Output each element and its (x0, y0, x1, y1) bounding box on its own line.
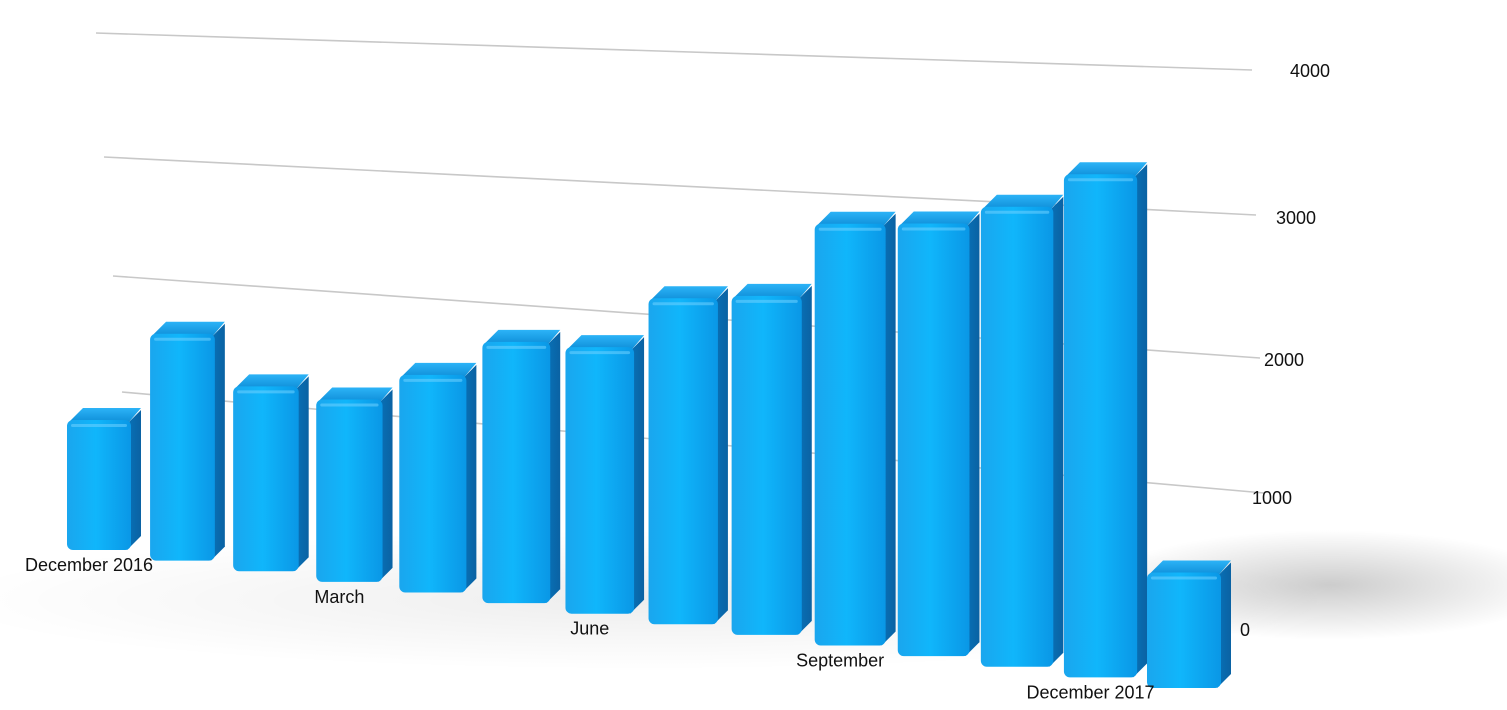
bar-highlight (735, 299, 798, 303)
bar-front (1063, 174, 1138, 678)
bar-highlight (818, 227, 882, 231)
bar-12 (1063, 162, 1148, 678)
bar-7 (648, 286, 728, 625)
y-tick-label-0: 0 (1240, 620, 1250, 640)
bar-highlight (901, 227, 966, 231)
y-tick-label-1000: 1000 (1252, 488, 1292, 508)
bar-highlight (320, 403, 379, 407)
bar-6 (565, 335, 645, 614)
x-category-label: December 2016 (25, 555, 153, 575)
bar-highlight (984, 210, 1050, 214)
bar-highlight (569, 351, 631, 355)
x-category-label: June (570, 619, 609, 639)
bar-top (567, 335, 645, 350)
bar-top (899, 211, 980, 226)
bar-top (318, 387, 393, 402)
bar-top (816, 211, 896, 226)
bar-8 (731, 283, 812, 635)
bar-front (316, 399, 383, 582)
bar-highlight (71, 424, 127, 427)
bar-top (401, 362, 477, 377)
x-category-label: September (796, 651, 884, 671)
bar-highlight (1151, 576, 1217, 580)
bar-top (69, 408, 141, 422)
bar-top (733, 283, 812, 298)
bar-highlight (403, 378, 463, 382)
bar-front (1147, 572, 1221, 688)
y-tick-label-3000: 3000 (1276, 208, 1316, 228)
bar-highlight (652, 302, 714, 306)
bar-front (814, 223, 886, 646)
bar-front (565, 347, 635, 614)
bar-3 (316, 387, 393, 582)
bar-11 (980, 194, 1064, 667)
bar-front (150, 333, 215, 561)
bar-4 (399, 362, 477, 593)
bar-13 (1147, 560, 1231, 688)
bar-front (648, 298, 718, 625)
bar-highlight (237, 390, 295, 394)
bar-top (1149, 560, 1231, 575)
x-category-label: March (314, 587, 364, 607)
bar-1 (150, 321, 225, 561)
bar-2 (233, 374, 309, 572)
bar-front (399, 374, 467, 593)
y-tick-label-4000: 4000 (1290, 61, 1330, 81)
bar-highlight (1067, 178, 1134, 182)
bar-front (731, 295, 802, 635)
bar-top (1065, 162, 1148, 177)
bar-front (482, 341, 551, 604)
bar-top (650, 286, 728, 301)
bar-5 (482, 329, 561, 604)
bar-top (235, 374, 309, 389)
bar-0 (67, 408, 141, 550)
bar-front (233, 386, 299, 572)
bar-highlight (154, 337, 211, 341)
y-axis-ticks: 0 1000 2000 3000 4000 (1240, 61, 1330, 640)
y-tick-label-2000: 2000 (1264, 350, 1304, 370)
bars (67, 162, 1231, 688)
bar-top (152, 321, 225, 336)
bar-front (897, 223, 970, 657)
x-axis-labels: December 2016 March June September December … (25, 555, 1155, 702)
gridline-4000 (95, 32, 1253, 71)
bar-front (67, 420, 131, 550)
bar-front (980, 206, 1054, 667)
bar-10 (897, 211, 980, 657)
x-category-label: December 2017 (1026, 682, 1154, 702)
bar-top (484, 329, 561, 344)
bar-9 (814, 211, 896, 646)
bar-top (982, 194, 1064, 209)
bar-highlight (486, 345, 547, 349)
